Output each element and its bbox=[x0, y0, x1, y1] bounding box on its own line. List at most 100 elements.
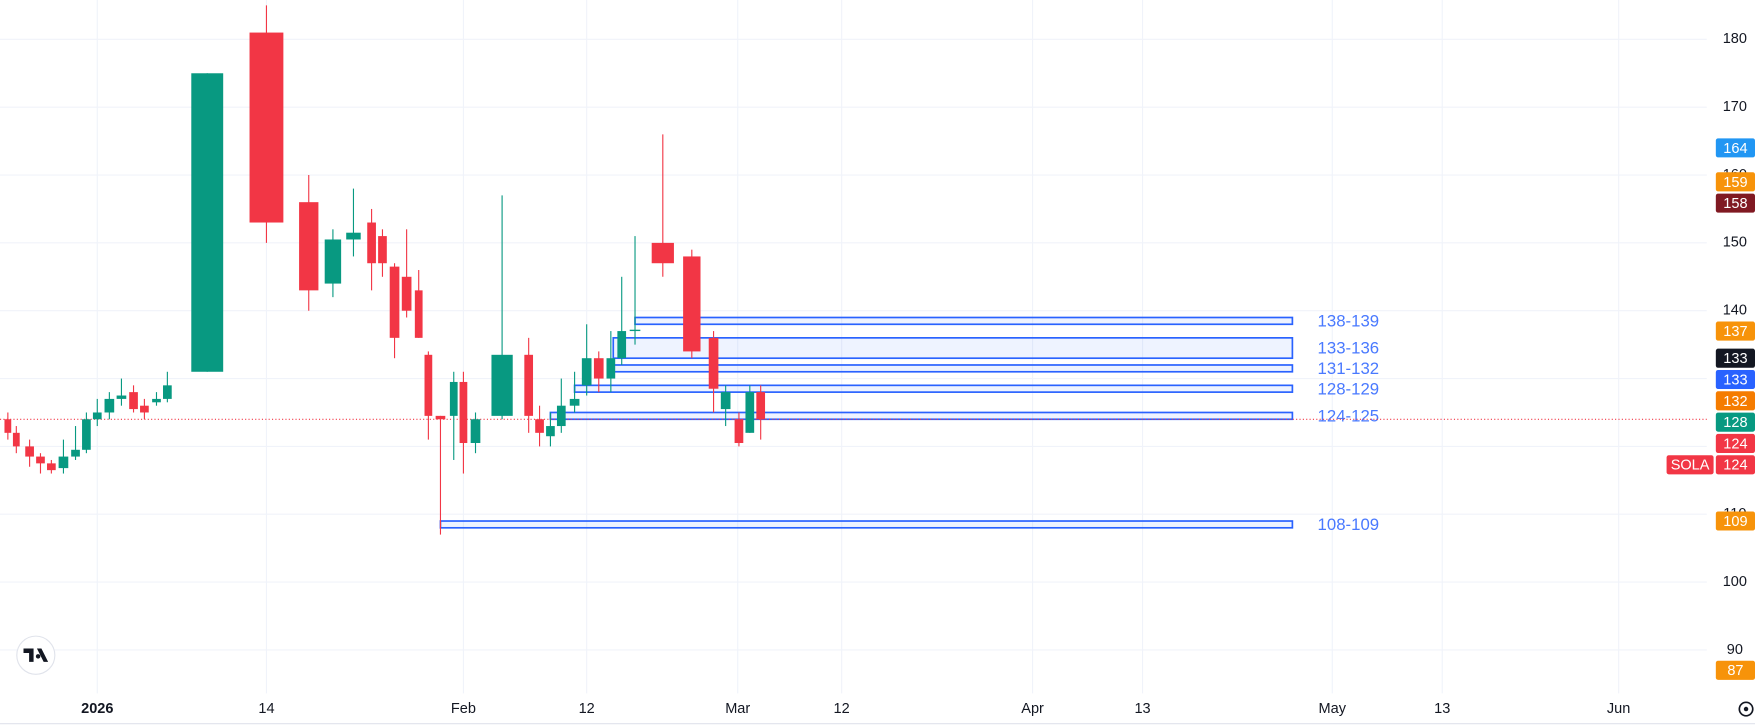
price-badge bbox=[1715, 193, 1755, 213]
candle-body bbox=[617, 331, 627, 359]
zone-label: 108-109 bbox=[1318, 515, 1380, 534]
zone-label: 124-125 bbox=[1318, 406, 1380, 425]
zone-label: 138-139 bbox=[1318, 311, 1380, 330]
settings-gear bbox=[1738, 701, 1754, 717]
candle-body bbox=[606, 358, 616, 379]
candle-body bbox=[163, 385, 172, 399]
candle-body bbox=[58, 456, 69, 469]
price-badge bbox=[1715, 348, 1755, 368]
tradingview-logo[interactable] bbox=[16, 635, 56, 675]
candle-body bbox=[82, 419, 91, 450]
price-badge-label: 133 bbox=[1723, 351, 1747, 367]
x-tick-label: Feb bbox=[451, 701, 476, 717]
candle-body bbox=[152, 398, 161, 403]
candle-body bbox=[756, 392, 766, 420]
candle-body bbox=[524, 354, 534, 416]
candle-body bbox=[414, 290, 423, 338]
price-badge bbox=[1715, 433, 1755, 454]
candle-body bbox=[140, 405, 149, 413]
candle-body bbox=[745, 392, 755, 433]
candle-body bbox=[569, 398, 580, 406]
price-badge-label: 128 bbox=[1723, 415, 1747, 431]
x-tick-label: 14 bbox=[258, 701, 274, 717]
price-badge bbox=[1715, 138, 1755, 158]
settings-gear-center bbox=[1743, 706, 1749, 712]
zone bbox=[612, 337, 1294, 360]
logo-mark bbox=[23, 648, 49, 662]
candle-body bbox=[470, 419, 481, 444]
symbol-badge bbox=[1666, 455, 1714, 475]
price-badge bbox=[1715, 321, 1755, 341]
price-badge-label: 109 bbox=[1723, 514, 1747, 530]
x-tick-label: Mar bbox=[725, 701, 750, 717]
candle-body bbox=[36, 456, 45, 464]
candle-body bbox=[4, 419, 12, 433]
zone-label: 133-136 bbox=[1318, 339, 1380, 358]
candle-body bbox=[47, 463, 56, 471]
candle-body bbox=[449, 381, 458, 416]
candle-body bbox=[378, 236, 387, 264]
candle-body bbox=[459, 381, 468, 444]
candle-body bbox=[116, 395, 127, 399]
price-badge-label: 133 bbox=[1723, 372, 1747, 388]
candle-body bbox=[708, 337, 719, 389]
grid bbox=[0, 0, 1707, 694]
candle-body bbox=[367, 222, 376, 264]
y-tick-label: 90 bbox=[1727, 642, 1743, 658]
zone-label: 131-132 bbox=[1318, 359, 1380, 378]
settings-button[interactable] bbox=[1738, 701, 1754, 717]
candle-body bbox=[104, 398, 115, 413]
candle-body bbox=[129, 392, 138, 410]
candle-body bbox=[581, 358, 592, 386]
candle-body bbox=[71, 449, 80, 457]
price-badge bbox=[1715, 412, 1755, 432]
price-badge-label: 124 bbox=[1723, 436, 1747, 452]
price-badge bbox=[1715, 455, 1755, 475]
x-tick-label: Jun bbox=[1607, 701, 1630, 717]
y-tick-label: 170 bbox=[1723, 99, 1747, 115]
price-badge bbox=[1715, 660, 1755, 680]
candle-body bbox=[424, 354, 433, 416]
x-tick-label: 2026 bbox=[81, 701, 113, 717]
price-badge-label: 87 bbox=[1727, 663, 1743, 679]
candle-body bbox=[435, 415, 446, 420]
candle-body bbox=[546, 426, 555, 437]
candle-body bbox=[556, 405, 566, 427]
zone bbox=[634, 316, 1294, 326]
candle-body bbox=[651, 242, 674, 264]
candle-body bbox=[324, 239, 342, 284]
price-badge-label: 158 bbox=[1723, 196, 1747, 212]
y-tick-label: 100 bbox=[1723, 574, 1747, 590]
y-tick-label: 180 bbox=[1723, 31, 1747, 47]
price-badge-label: 159 bbox=[1723, 175, 1747, 191]
zone-label: 128-129 bbox=[1318, 379, 1380, 398]
candle-body bbox=[720, 392, 731, 410]
x-tick-label: 12 bbox=[834, 701, 850, 717]
x-tick-label: May bbox=[1319, 701, 1347, 717]
candles bbox=[4, 5, 766, 535]
zone bbox=[439, 520, 1294, 529]
symbol-label: SOLA bbox=[1671, 458, 1710, 474]
candle-body bbox=[92, 412, 102, 420]
candle-body bbox=[593, 358, 604, 379]
price-badge-label: 164 bbox=[1723, 141, 1747, 157]
price-badge bbox=[1715, 172, 1755, 192]
candle-body bbox=[191, 73, 224, 372]
y-tick-label: 140 bbox=[1723, 303, 1747, 319]
candle-body bbox=[249, 32, 284, 223]
candle-body bbox=[629, 329, 641, 332]
axes: 90100110120130140150160170180202614Feb12… bbox=[81, 0, 1755, 724]
candle-body bbox=[535, 419, 544, 433]
x-tick-label: 13 bbox=[1134, 701, 1150, 717]
price-badge bbox=[1715, 511, 1755, 531]
x-tick-label: 13 bbox=[1434, 701, 1450, 717]
candle-body bbox=[491, 354, 513, 416]
candle-body bbox=[299, 202, 319, 291]
price-badge-label: 124 bbox=[1723, 458, 1747, 474]
candle-body bbox=[734, 419, 744, 444]
candle-body bbox=[346, 232, 361, 240]
price-badge-label: 137 bbox=[1723, 324, 1747, 340]
